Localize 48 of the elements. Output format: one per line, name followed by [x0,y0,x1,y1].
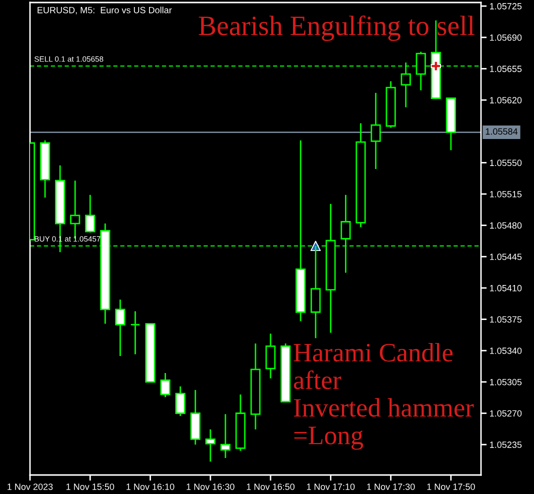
candlestick [356,122,366,228]
ref-line-label: 1.05584 [486,128,518,135]
y-tick-label: 1.05235 [490,442,522,448]
candlestick [340,194,351,274]
x-tick-label: 1 Nov 15:50 [66,484,114,490]
y-tick-label: 1.05410 [490,284,522,292]
candlestick [100,222,110,324]
x-tick-label: 1 Nov 17:10 [307,484,355,490]
x-tick-label: 1 Nov 16:50 [246,484,295,490]
x-tick-label: 1 Nov 16:30 [186,484,234,490]
candlestick [250,342,261,430]
candlestick [326,203,336,334]
y-tick-label: 1.05480 [490,222,522,229]
annotation: Bearish Engulfing to sell [198,15,474,41]
chart-title: EURUSD, M5: Euro vs US Dollar [38,6,172,14]
y-tick-label: 1.05375 [490,316,522,323]
y-tick-label: 1.05725 [490,3,522,10]
y-tick-label: 1.05550 [490,160,522,166]
y-tick-label: 1.05340 [490,348,522,354]
y-tick-label: 1.05445 [490,254,522,260]
candlestick [220,413,230,459]
y-tick-label: 1.05515 [490,190,522,198]
candlestick [386,80,396,128]
candlestick [85,194,96,234]
x-tick-label: 1 Nov 17:50 [427,484,475,490]
x-tick-label: 1 Nov 16:10 [126,484,174,490]
candlestick [370,92,381,170]
candlestick [296,140,306,322]
annotation: Harami Candle after Inverted hammer =Long [294,343,474,450]
candlestick [175,386,186,417]
candlestick [40,140,50,198]
candlestick [205,428,216,462]
y-tick-label: 1.05655 [490,66,522,72]
y-tick-label: 1.05620 [490,97,522,104]
candlestick [416,51,426,91]
y-tick-label: 1.05690 [490,34,522,41]
y-tick-label: 1.05270 [490,410,522,417]
candlestick [160,372,170,398]
candlestick [190,389,200,446]
candlestick [280,342,291,402]
candlestick [400,62,411,108]
x-tick-label: 1 Nov 2023 [8,484,53,490]
candlestick [265,332,276,380]
y-tick-label: 1.05305 [490,378,522,386]
candlestick [235,394,246,452]
candlestick [115,298,126,357]
candlestick [446,98,456,151]
x-tick-label: 1 Nov 17:30 [367,484,415,490]
